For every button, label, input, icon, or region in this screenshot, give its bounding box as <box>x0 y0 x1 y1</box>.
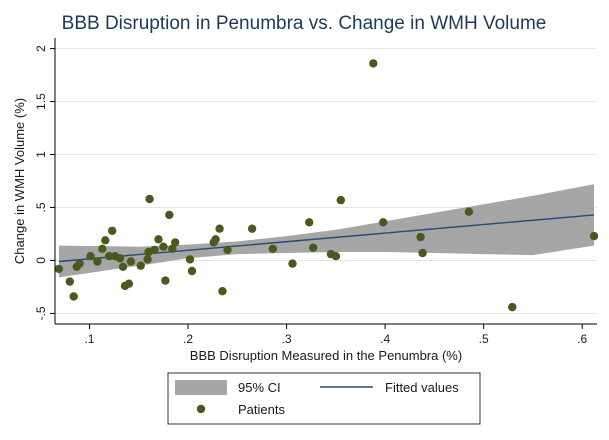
legend-ci-label: 95% CI <box>238 380 281 395</box>
patient-point-27 <box>171 238 180 247</box>
patient-point-7 <box>98 244 107 253</box>
patient-point-16 <box>126 257 136 266</box>
patient-point-4 <box>75 259 84 268</box>
x-tick-label-0: .1 <box>84 332 94 346</box>
y-axis-label: Change in WMH Volume (%) <box>12 98 27 264</box>
patient-point-6 <box>93 257 102 266</box>
patient-point-32 <box>215 224 224 233</box>
patient-point-35 <box>247 224 257 233</box>
x-axis-label: BBB Disruption Measured in the Penumbra … <box>190 348 462 363</box>
patient-point-33 <box>218 287 227 296</box>
patient-point-26 <box>168 244 177 253</box>
patient-point-22 <box>154 235 163 244</box>
patient-point-49 <box>589 231 599 241</box>
patient-point-43 <box>369 59 378 68</box>
x-tick-label-2: .3 <box>282 332 292 346</box>
legend-patients-label: Patients <box>238 402 285 417</box>
patient-point-17 <box>136 261 145 270</box>
patient-point-24 <box>161 276 170 285</box>
axes: .1 .2 .3 .4 .5 .6 -.5 0 .5 1 1.5 2 <box>34 38 597 346</box>
y-tick-label-0: -.5 <box>34 306 48 320</box>
legend-ci-swatch <box>175 380 227 395</box>
plot-area <box>55 38 597 324</box>
patient-point-2 <box>69 292 78 301</box>
patient-point-25 <box>165 210 174 220</box>
confidence-band-layer <box>58 184 594 278</box>
y-tick-label-2: .5 <box>34 202 48 212</box>
patient-point-47 <box>464 207 474 216</box>
legend-fitted-label: Fitted values <box>385 380 459 395</box>
patient-point-38 <box>305 218 314 227</box>
y-tick-label-5: 2 <box>34 45 48 52</box>
patient-point-12 <box>115 254 125 263</box>
patient-point-36 <box>268 244 277 253</box>
patient-point-48 <box>508 302 517 312</box>
patient-point-28 <box>185 255 195 264</box>
patient-point-46 <box>418 248 427 258</box>
patient-point-44 <box>379 218 388 227</box>
patient-point-21 <box>150 245 159 255</box>
patient-point-0 <box>54 264 64 274</box>
chart-title: BBB Disruption in Penumbra vs. Change in… <box>62 13 547 34</box>
x-tick-label-3: .4 <box>380 332 390 346</box>
patient-point-13 <box>118 262 128 271</box>
x-tick-label-1: .2 <box>183 332 193 346</box>
y-tick-label-3: 1 <box>34 151 48 158</box>
x-tick-label-5: .6 <box>577 332 587 346</box>
patient-point-39 <box>309 243 318 252</box>
legend-patients-swatch <box>196 404 206 414</box>
patient-point-37 <box>288 259 297 268</box>
legend: 95% CI Fitted values Patients <box>167 372 481 425</box>
patient-point-15 <box>124 279 134 288</box>
patient-point-31 <box>211 235 220 244</box>
patient-point-42 <box>336 195 345 205</box>
patient-point-29 <box>187 266 197 276</box>
patient-point-23 <box>159 242 168 251</box>
x-tick-label-4: .5 <box>479 332 489 346</box>
patient-point-1 <box>65 277 75 286</box>
patient-point-45 <box>416 232 425 242</box>
patient-point-5 <box>86 252 95 261</box>
patient-points <box>54 59 599 312</box>
patient-point-9 <box>105 252 114 261</box>
y-tick-label-1: 0 <box>34 257 48 264</box>
ci-band <box>58 184 594 278</box>
patient-point-34 <box>223 245 232 255</box>
y-tick-label-4: 1.5 <box>34 93 48 110</box>
patient-point-41 <box>331 252 341 261</box>
patient-point-8 <box>101 236 110 245</box>
patient-point-10 <box>108 226 117 235</box>
patient-point-20 <box>145 194 154 204</box>
patient-point-18 <box>143 255 152 264</box>
